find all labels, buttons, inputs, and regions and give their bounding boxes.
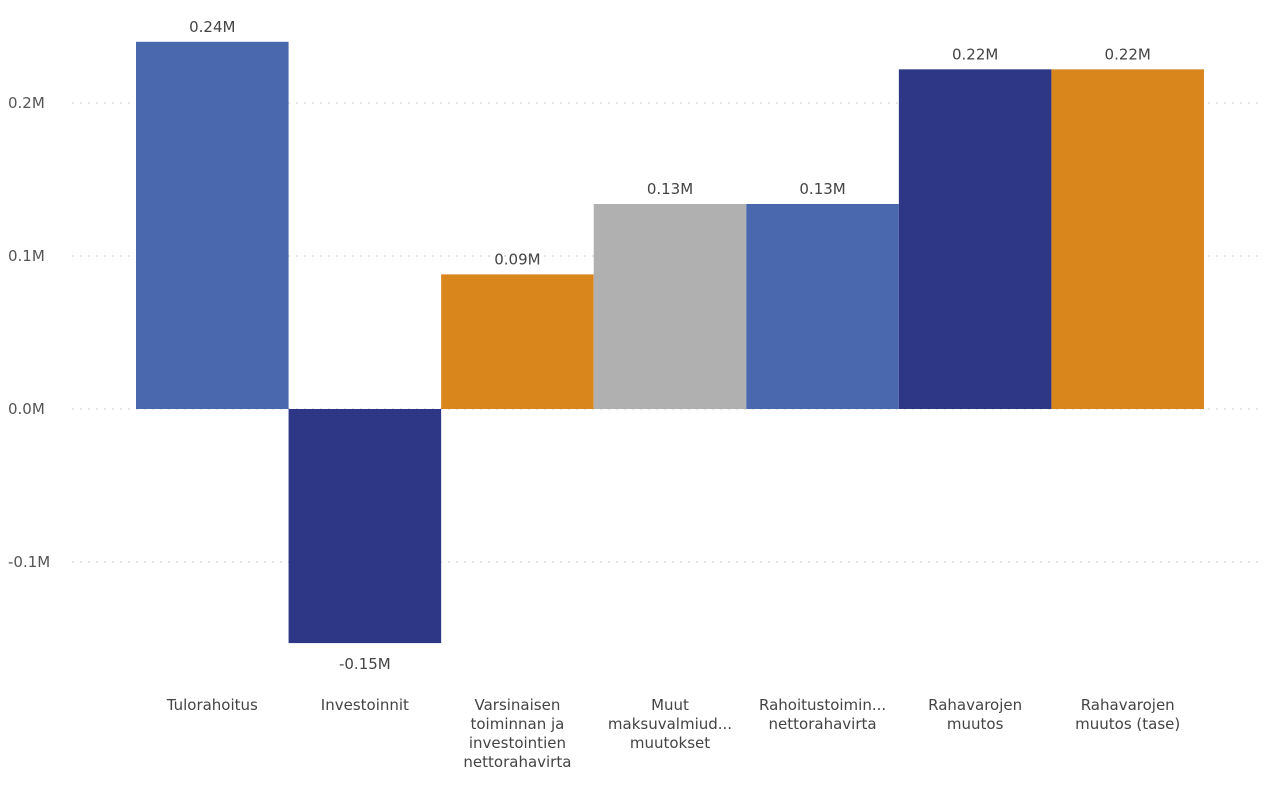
category-label: Varsinaisen toiminnan ja investointien nett… [463,696,571,771]
y-tick-label: 0.1M [8,247,45,265]
category-label-line: toiminnan ja [470,715,564,733]
category-label-line: maksuvalmiud... [608,715,732,733]
y-axis-ticks: 0.2M 0.1M 0.0M -0.1M [8,94,50,571]
y-tick-label: 0.2M [8,94,45,112]
category-label-line: Muut [651,696,689,714]
bar[interactable] [288,409,442,644]
bar[interactable] [593,203,747,409]
data-labels: 0.24M -0.15M 0.09M 0.13M 0.13M 0.22M 0.22M [189,18,1151,673]
data-label: 0.13M [647,180,693,198]
category-label-line: Rahoitustoimin... [759,696,886,714]
category-label-line: muutos [947,715,1004,733]
data-label: 0.22M [1105,45,1151,63]
category-label-line: nettorahavirta [463,753,571,771]
bar[interactable] [441,274,594,409]
category-label: Rahavarojen muutos (tase) [1075,696,1180,733]
category-label: Rahoitustoimin... nettorahavirta [759,696,886,733]
category-label: Rahavarojen muutos [928,696,1022,733]
data-label: 0.09M [494,250,540,268]
category-label-line: Rahavarojen [928,696,1022,714]
bar[interactable] [746,203,899,409]
category-label: Tulorahoitus [166,696,258,714]
data-label: 0.24M [189,18,235,36]
bar[interactable] [1051,69,1204,409]
y-tick-label: -0.1M [8,553,50,571]
category-label-line: nettorahavirta [769,715,877,733]
data-label: 0.13M [799,180,845,198]
category-labels: Tulorahoitus Investoinnit Varsinaisen toimi… [166,696,1181,771]
category-label-line: muutos (tase) [1075,715,1180,733]
bar[interactable] [136,41,289,410]
y-tick-label: 0.0M [8,400,45,418]
bar[interactable] [898,69,1052,409]
category-label-line: Varsinaisen [474,696,560,714]
category-label-line: muutokset [630,734,710,752]
category-label-line: Investoinnit [321,696,409,714]
category-label: Investoinnit [321,696,409,714]
data-label: 0.22M [952,45,998,63]
category-label-line: Tulorahoitus [166,696,258,714]
category-label: Muut maksuvalmiud... muutokset [608,696,732,752]
category-label-line: investointien [469,734,566,752]
data-label: -0.15M [339,655,391,673]
bars [136,41,1204,644]
category-label-line: Rahavarojen [1081,696,1175,714]
